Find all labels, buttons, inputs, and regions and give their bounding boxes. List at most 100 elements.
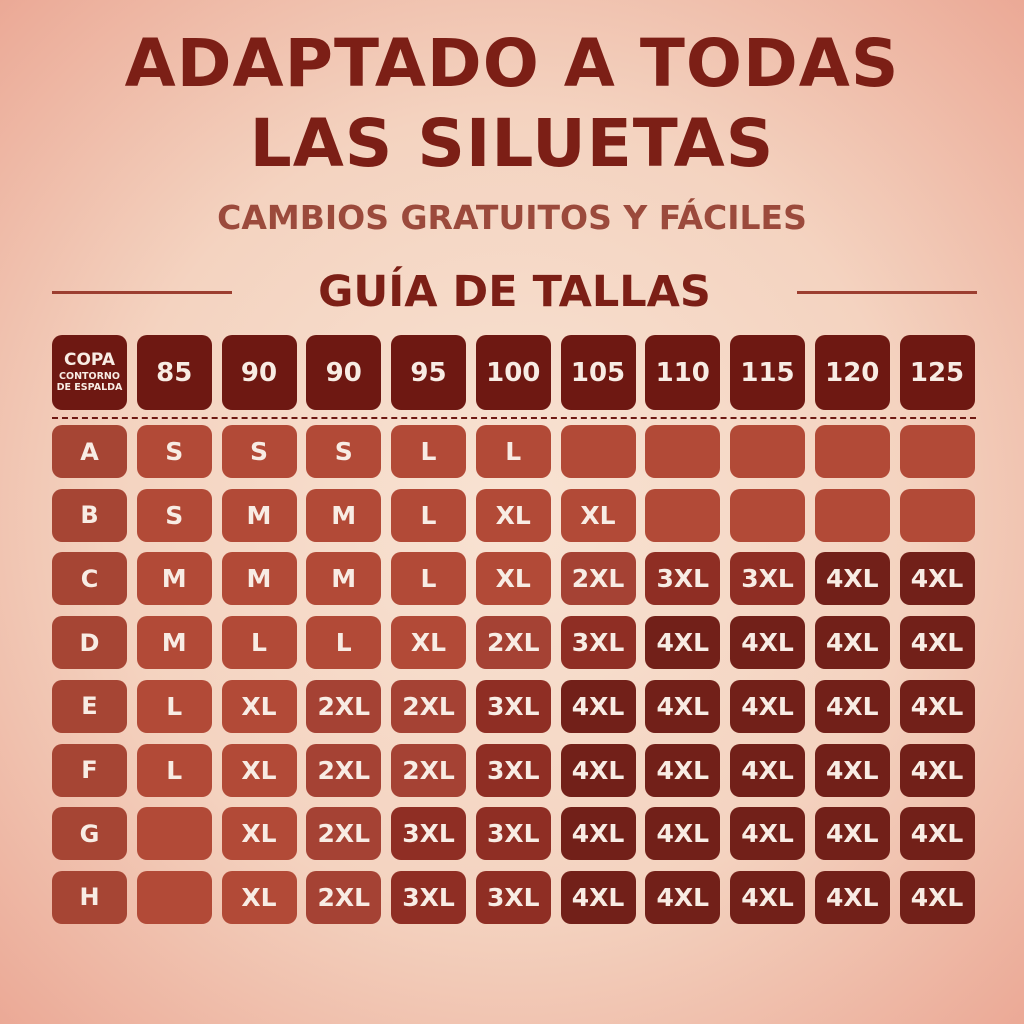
size-cell: 4XL [730, 807, 805, 861]
size-cell: 4XL [814, 552, 890, 606]
size-cell: L [391, 425, 466, 478]
size-cell: L [306, 616, 382, 670]
size-cell: XL [221, 807, 297, 861]
band-header-cell: 100 [475, 335, 551, 410]
size-cell: 2XL [306, 743, 382, 797]
cup-label-cell: C [52, 552, 127, 606]
header-divider [52, 417, 976, 419]
size-cell: S [306, 425, 382, 478]
size-cell: M [306, 552, 382, 606]
size-cell: XL [221, 679, 297, 733]
title-line-2: LAS SILUETAS [249, 105, 775, 182]
band-header-cell: 85 [136, 335, 212, 410]
empty-size-cell [814, 425, 890, 478]
corner-sub-label-2: DE ESPALDA [56, 382, 123, 393]
size-cell: XL [221, 870, 297, 924]
size-cell: 4XL [560, 743, 636, 797]
size-cell: 3XL [475, 743, 551, 797]
cup-label-cell: D [52, 616, 127, 670]
size-cell: 4XL [730, 616, 805, 670]
size-cell: 4XL [645, 743, 721, 797]
size-cell: 2XL [306, 807, 382, 861]
cup-label-cell: G [52, 807, 127, 861]
size-cell: 4XL [560, 807, 636, 861]
size-cell: XL [475, 552, 551, 606]
size-cell: 4XL [814, 679, 890, 733]
size-cell: XL [221, 743, 297, 797]
empty-size-cell [645, 488, 721, 542]
size-cell: M [221, 552, 297, 606]
size-cell: S [136, 488, 212, 542]
size-cell: 4XL [899, 616, 975, 670]
title-line-1: ADAPTADO A TODAS [124, 25, 900, 102]
empty-size-cell [560, 425, 636, 478]
size-cell: 4XL [899, 870, 975, 924]
size-cell: 4XL [730, 679, 805, 733]
corner-label: COPA [64, 350, 115, 370]
size-cell: L [391, 552, 466, 606]
band-header-cell: 120 [814, 335, 890, 410]
size-cell: 4XL [645, 616, 721, 670]
size-cell: 4XL [899, 679, 975, 733]
size-cell: 4XL [899, 807, 975, 861]
size-cell: 3XL [391, 807, 466, 861]
divider-left [52, 291, 232, 294]
guide-title: GUÍA DE TALLAS [318, 267, 711, 317]
empty-size-cell [814, 488, 890, 542]
size-cell: 3XL [730, 552, 805, 606]
size-cell: L [475, 425, 551, 478]
size-cell: 4XL [814, 807, 890, 861]
size-cell: 4XL [730, 743, 805, 797]
empty-size-cell [645, 425, 721, 478]
divider-right [797, 291, 977, 294]
size-cell: 4XL [645, 870, 721, 924]
size-cell: 2XL [391, 743, 466, 797]
size-cell: L [391, 488, 466, 542]
band-header-cell: 90 [306, 335, 382, 410]
size-cell: XL [475, 488, 551, 542]
size-cell: 2XL [306, 870, 382, 924]
size-cell: 4XL [730, 870, 805, 924]
guide-heading: GUÍA DE TALLAS [0, 264, 1024, 320]
empty-size-cell [899, 425, 975, 478]
empty-size-cell [730, 425, 805, 478]
size-cell: M [136, 552, 212, 606]
size-cell: 4XL [560, 870, 636, 924]
cup-label-cell: B [52, 488, 127, 542]
size-cell: 4XL [645, 679, 721, 733]
size-cell: 4XL [899, 743, 975, 797]
band-header-cell: 125 [899, 335, 975, 410]
cup-label-cell: E [52, 679, 127, 733]
size-cell: 4XL [814, 743, 890, 797]
size-cell: M [221, 488, 297, 542]
size-cell: 2XL [560, 552, 636, 606]
cup-label-cell: H [52, 870, 127, 924]
size-cell: 3XL [645, 552, 721, 606]
empty-size-cell [730, 488, 805, 542]
size-cell: 3XL [475, 807, 551, 861]
size-cell: L [136, 679, 212, 733]
size-cell: 4XL [899, 552, 975, 606]
empty-size-cell [136, 870, 212, 924]
size-cell: S [221, 425, 297, 478]
size-cell: M [136, 616, 212, 670]
cup-label-cell: F [52, 743, 127, 797]
size-cell: 3XL [560, 616, 636, 670]
size-cell: 2XL [391, 679, 466, 733]
band-header-cell: 95 [391, 335, 466, 410]
size-cell: 4XL [814, 616, 890, 670]
size-cell: 2XL [475, 616, 551, 670]
size-cell: 3XL [391, 870, 466, 924]
subtitle: CAMBIOS GRATUITOS Y FÁCILES [217, 198, 807, 237]
size-cell: 4XL [560, 679, 636, 733]
size-cell: 2XL [306, 679, 382, 733]
size-cell: XL [391, 616, 466, 670]
band-header-cell: 110 [645, 335, 721, 410]
corner-header-cell: COPA CONTORNO DE ESPALDA [52, 335, 127, 410]
size-cell: 3XL [475, 679, 551, 733]
size-cell: M [306, 488, 382, 542]
corner-sub-label-1: CONTORNO [59, 371, 120, 382]
size-cell: 4XL [814, 870, 890, 924]
band-header-cell: 105 [560, 335, 636, 410]
cup-label-cell: A [52, 425, 127, 478]
